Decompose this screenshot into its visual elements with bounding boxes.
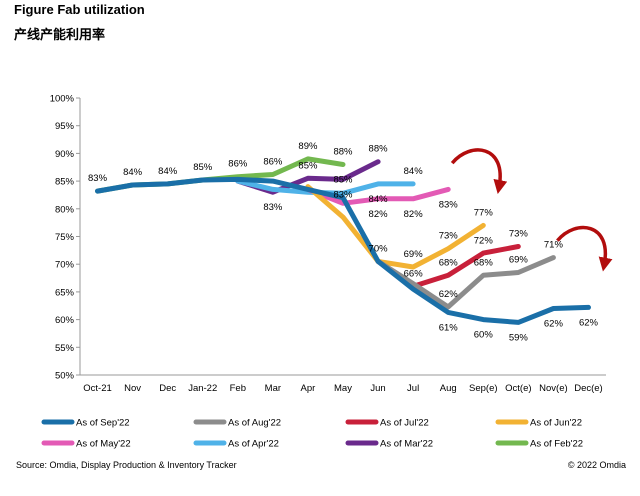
trend-arrow-1	[450, 148, 508, 194]
data-label: 60%	[474, 330, 494, 341]
data-label: 83%	[263, 202, 283, 213]
y-tick-label: 50%	[55, 371, 75, 382]
data-label: 86%	[228, 159, 248, 170]
x-tick-label: Jan-22	[188, 383, 217, 394]
data-label: 88%	[369, 144, 389, 155]
x-tick-label: Nov(e)	[539, 383, 568, 394]
legend-item-may22: As of May'22	[41, 439, 131, 450]
data-label: 82%	[369, 209, 389, 220]
x-tick-label: Dec(e)	[574, 383, 603, 394]
x-tick-label: Feb	[230, 383, 246, 394]
x-tick-label: Nov	[124, 383, 141, 394]
series-line-sep22	[95, 176, 591, 325]
data-label: 85%	[193, 162, 213, 173]
data-label: 68%	[474, 257, 494, 268]
series-line-jun22	[305, 184, 486, 270]
y-tick-label: 90%	[55, 149, 75, 160]
legend-label: As of Jul'22	[380, 418, 429, 429]
series-line-may22	[305, 186, 451, 206]
legend-label: As of Jun'22	[530, 418, 582, 429]
y-tick-label: 70%	[55, 260, 75, 271]
chart-legend: As of Sep'22 As of Aug'22 As of Jul'22 As o…	[41, 418, 583, 450]
data-label: 85%	[333, 174, 353, 185]
y-tick-label: 100%	[50, 94, 75, 105]
y-tick-label: 95%	[55, 121, 75, 132]
legend-label: As of Sep'22	[76, 418, 130, 429]
data-label: 84%	[158, 166, 178, 177]
data-label: 66%	[404, 268, 424, 279]
x-tick-label: Jul	[407, 383, 419, 394]
data-label: 84%	[369, 194, 389, 205]
data-label: 72%	[474, 235, 494, 246]
x-tick-label: Mar	[265, 383, 281, 394]
data-label: 84%	[404, 166, 424, 177]
chart-series-lines	[95, 156, 591, 325]
data-label: 62%	[439, 289, 459, 300]
x-tick-label: Apr	[301, 383, 316, 394]
data-label: 61%	[439, 322, 459, 333]
x-tick-label: Oct(e)	[505, 383, 531, 394]
data-label: 88%	[333, 146, 353, 157]
x-tick-label: Sep(e)	[469, 383, 498, 394]
legend-item-sep22: As of Sep'22	[41, 418, 130, 429]
data-label: 62%	[544, 319, 564, 330]
trend-arrow-2	[556, 225, 613, 272]
legend-item-apr22: As of Apr'22	[193, 439, 279, 450]
chart-data-labels: 83% 84% 84% 85% 86% 86% 89% 85% 83% 88% 85% 83% 88% 8…	[88, 141, 599, 343]
y-tick-label: 65%	[55, 287, 75, 298]
y-tick-label: 75%	[55, 232, 75, 243]
series-line-aug22	[375, 255, 556, 310]
legend-label: As of Feb'22	[530, 439, 583, 450]
chart-title: Figure Fab utilization	[14, 2, 145, 17]
legend-item-mar22: As of Mar'22	[345, 439, 433, 450]
source-note: Source: Omdia, Display Production & Inve…	[16, 460, 237, 470]
y-tick-label: 55%	[55, 343, 75, 354]
chart-annotations	[450, 148, 613, 272]
x-tick-label: Oct-21	[83, 383, 112, 394]
chart-axes: 100% 95% 90% 85% 80% 75% 70% 65% 60% 55% 50% Oct-21…	[50, 94, 606, 394]
data-label: 69%	[509, 255, 529, 266]
legend-item-aug22: As of Aug'22	[193, 418, 281, 429]
copyright-note: © 2022 Omdia	[567, 460, 626, 470]
legend-item-jun22: As of Jun'22	[495, 418, 582, 429]
data-label: 59%	[509, 332, 529, 343]
data-label: 62%	[579, 317, 599, 328]
legend-label: As of Mar'22	[380, 439, 433, 450]
chart-subtitle: 产线产能利用率	[14, 28, 106, 43]
data-label: 85%	[298, 160, 318, 171]
data-label: 84%	[123, 167, 143, 178]
legend-label: As of Aug'22	[228, 418, 281, 429]
x-tick-label: May	[334, 383, 352, 394]
data-label: 73%	[509, 228, 529, 239]
data-label: 68%	[439, 257, 459, 268]
x-tick-label: Dec	[159, 383, 176, 394]
data-label: 86%	[263, 156, 283, 167]
data-label: 77%	[474, 207, 494, 218]
legend-label: As of Apr'22	[228, 439, 279, 450]
data-label: 71%	[544, 240, 564, 251]
data-label: 73%	[439, 231, 459, 242]
y-tick-label: 80%	[55, 204, 75, 215]
data-label: 70%	[369, 243, 389, 254]
data-label: 83%	[333, 189, 353, 200]
y-tick-label: 85%	[55, 177, 75, 188]
legend-item-jul22: As of Jul'22	[345, 418, 429, 429]
data-label: 82%	[404, 209, 424, 220]
data-label: 83%	[439, 199, 459, 210]
x-tick-label: Aug	[440, 383, 457, 394]
y-tick-label: 60%	[55, 315, 75, 326]
x-tick-label: Jun	[370, 383, 385, 394]
legend-label: As of May'22	[76, 439, 131, 450]
data-label: 89%	[298, 141, 318, 152]
data-label: 83%	[88, 173, 108, 184]
data-label: 69%	[404, 249, 424, 260]
legend-item-feb22: As of Feb'22	[495, 439, 583, 450]
